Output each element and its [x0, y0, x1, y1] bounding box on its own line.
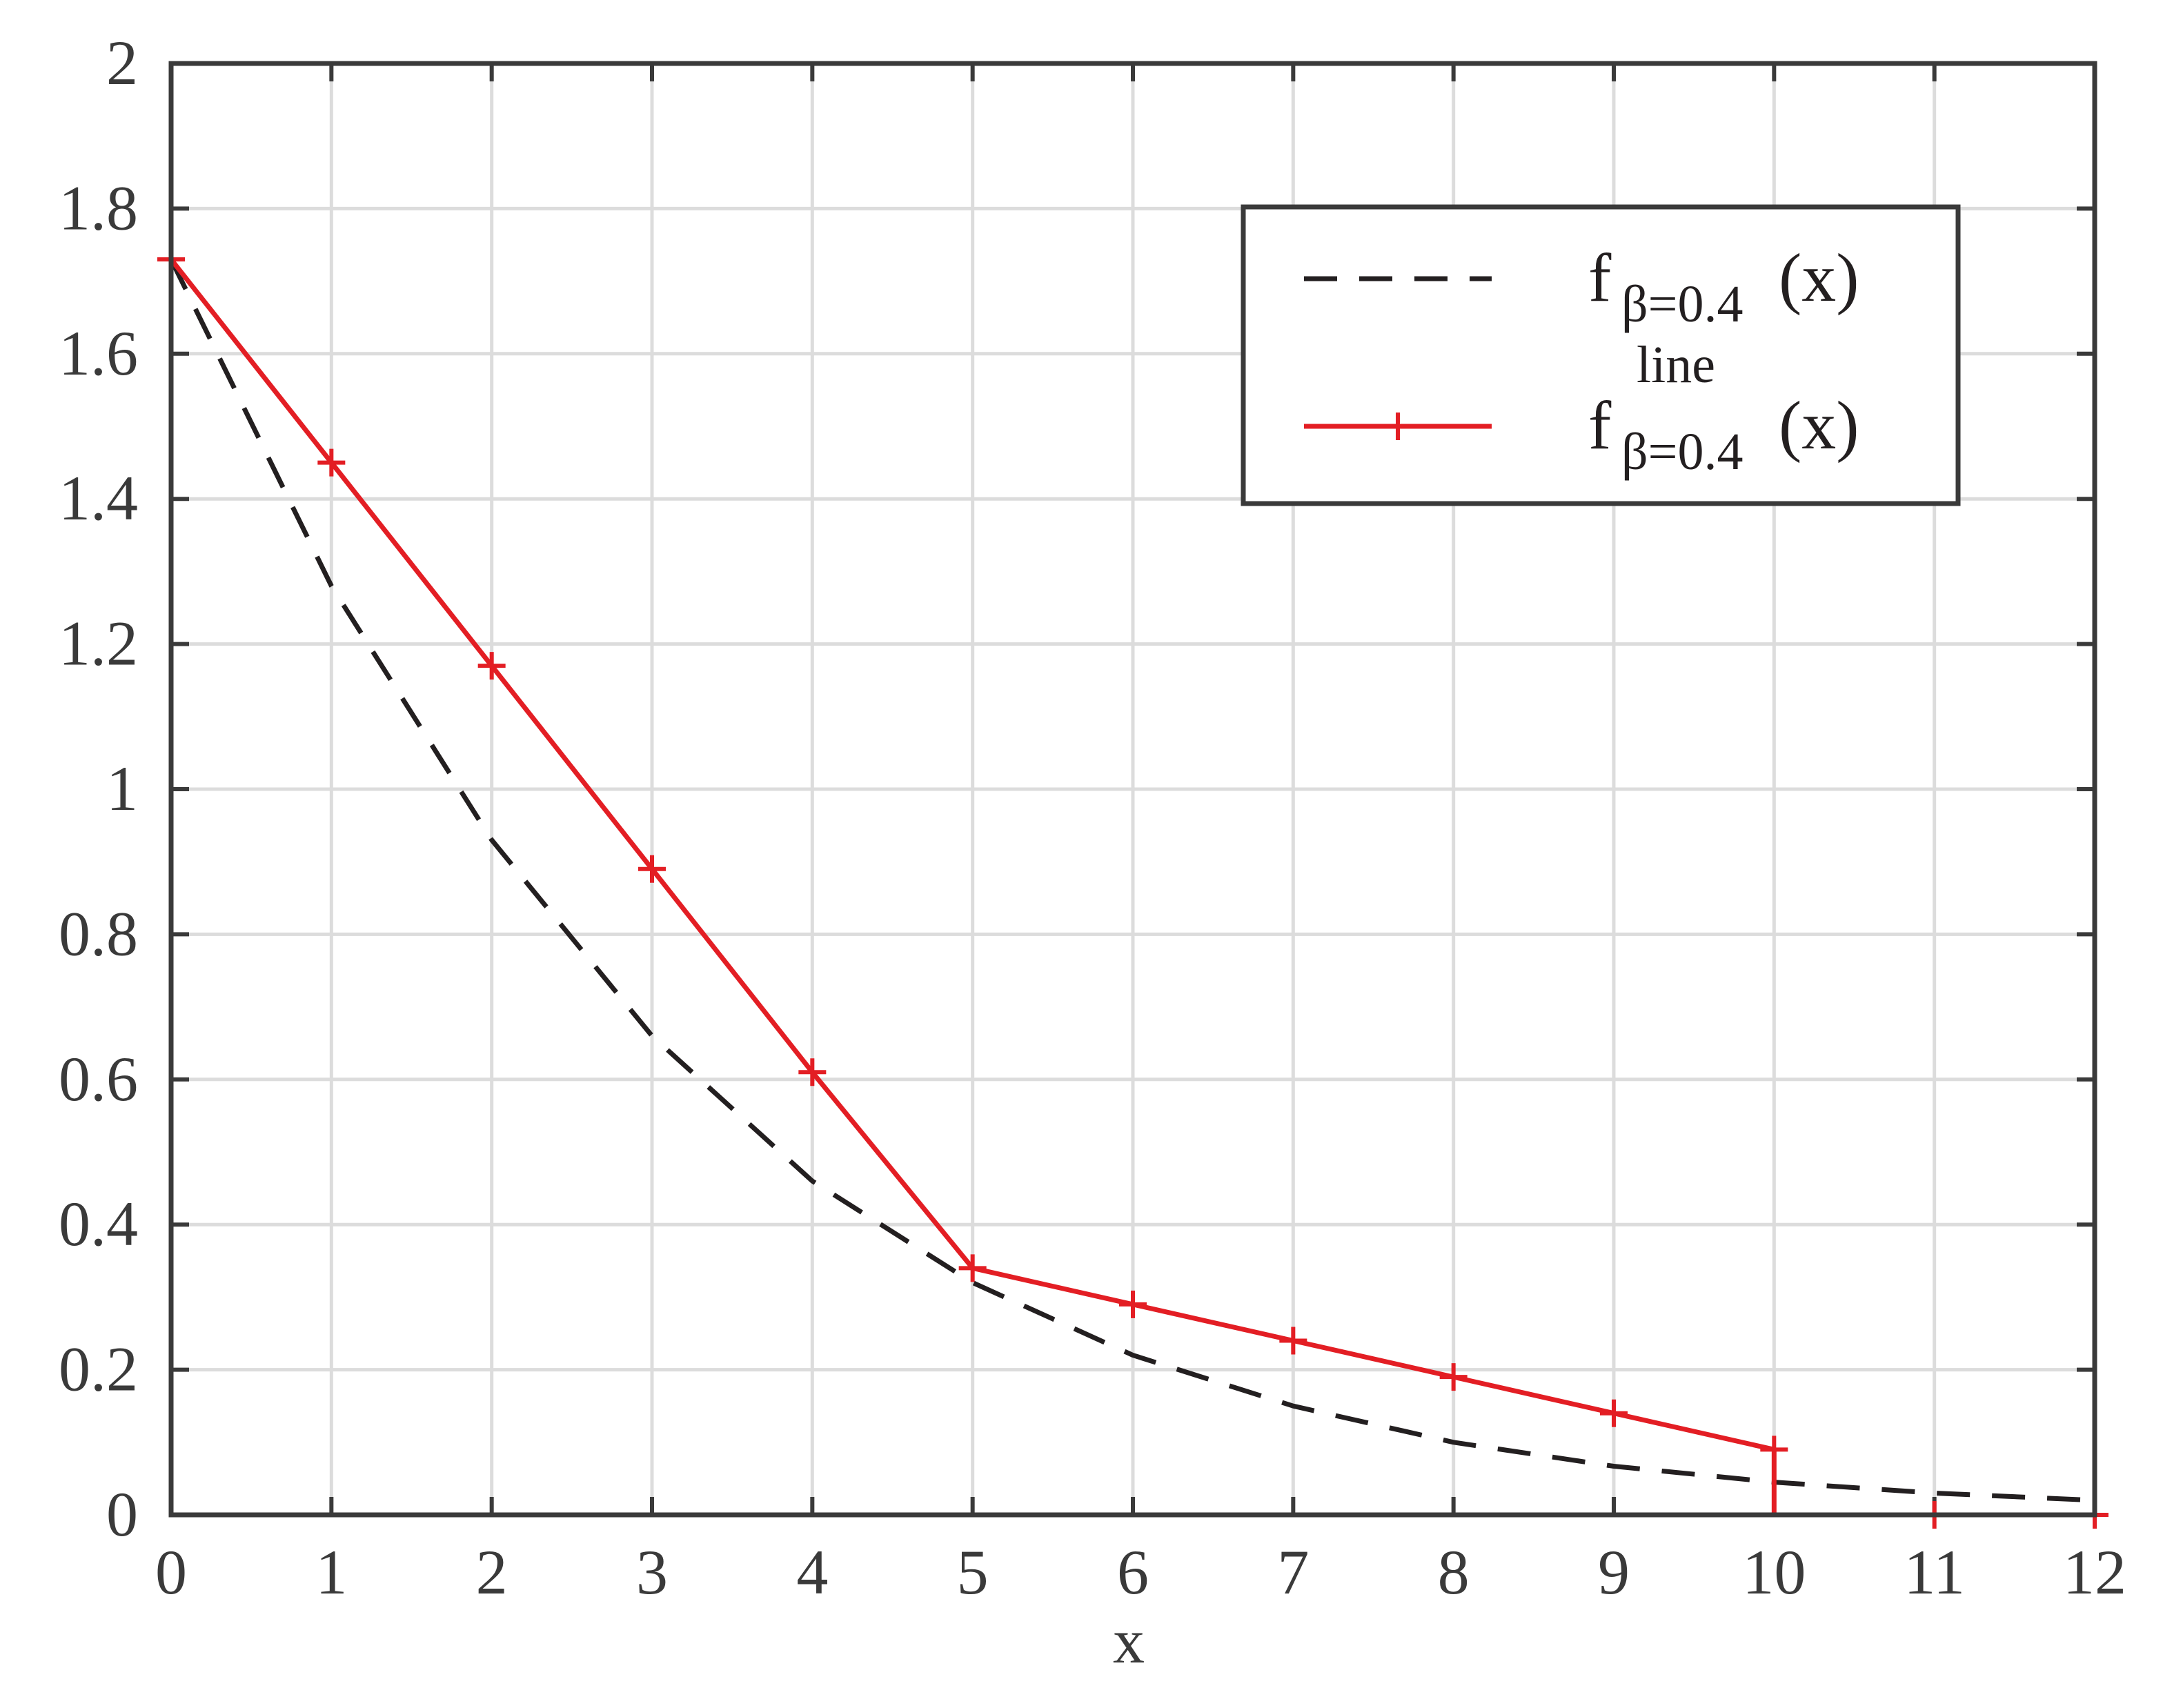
data-point-marker [1760, 1436, 1788, 1464]
data-point-marker [638, 855, 666, 883]
y-tick-label: 1.6 [59, 318, 138, 388]
x-axis-label: x [1113, 1606, 1145, 1676]
x-tick-label: 1 [315, 1537, 347, 1607]
data-point-marker [1439, 1363, 1468, 1391]
legend-label-tail: (x) [1779, 239, 1859, 316]
legend-item-1: f β=0.4 (x) [1304, 239, 1859, 333]
legend-label-main: f [1588, 239, 1612, 316]
data-point-marker [477, 652, 506, 680]
x-tick-label: 11 [1904, 1537, 1965, 1607]
x-tick-label: 6 [1117, 1537, 1149, 1607]
y-tick-labels: 0 0.2 0.4 0.6 0.8 1 1.2 1.4 1.6 1.8 2 [59, 28, 138, 1549]
data-point-marker [958, 1254, 987, 1282]
data-point-marker [1600, 1399, 1628, 1427]
legend-box [1241, 204, 1961, 506]
y-tick-label: 0.4 [59, 1189, 138, 1259]
x-tick-label: 8 [1438, 1537, 1470, 1607]
data-point-marker [1119, 1290, 1147, 1318]
legend-label-tail: (x) [1779, 387, 1859, 464]
y-tick-label: 0.8 [59, 898, 138, 969]
x-tick-label: 12 [2063, 1537, 2126, 1607]
data-point-marker [317, 448, 346, 477]
x-tick-label: 3 [636, 1537, 668, 1607]
series-layer [157, 246, 2108, 1529]
legend-label-superscript: line [1637, 336, 1715, 394]
x-tick-label: 4 [796, 1537, 828, 1607]
legend-label-main: f [1588, 387, 1612, 464]
x-tick-label: 2 [476, 1537, 508, 1607]
legend-label-subscript: β=0.4 [1621, 275, 1744, 333]
x-tick-label: 7 [1277, 1537, 1309, 1607]
data-point-marker [798, 1058, 827, 1086]
x-tick-label: 10 [1742, 1537, 1806, 1607]
legend-label-subscript: β=0.4 [1621, 423, 1744, 481]
y-tick-label: 0.6 [59, 1044, 138, 1114]
x-tick-labels: 0 1 2 3 4 5 6 7 8 9 10 11 12 [155, 1537, 2126, 1607]
plot-frame [168, 61, 2097, 1518]
x-tick-label: 0 [155, 1537, 187, 1607]
x-tick-label: 9 [1598, 1537, 1630, 1607]
data-point-marker [1279, 1327, 1307, 1355]
y-tick-label: 1.8 [59, 172, 138, 243]
series-line-2 [169, 257, 2095, 1518]
y-tick-label: 1 [106, 753, 138, 824]
series-2 [157, 246, 2108, 1529]
y-tick-label: 2 [106, 28, 138, 98]
y-tick-label: 1.4 [59, 463, 138, 533]
y-tick-label: 0.2 [59, 1334, 138, 1404]
x-tick-label: 5 [957, 1537, 989, 1607]
y-tick-label: 0 [106, 1479, 138, 1549]
y-tick-label: 1.2 [59, 608, 138, 679]
